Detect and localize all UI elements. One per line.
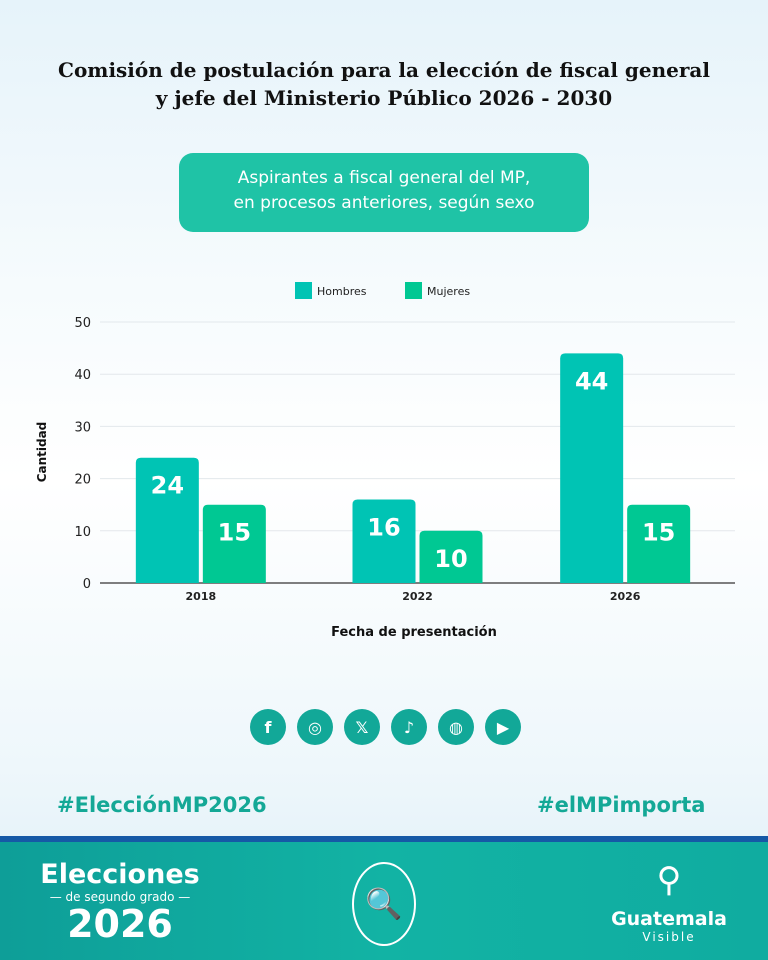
bar-hombres-2022 [352,499,416,583]
bar-value-label: 24 [151,472,184,500]
legend-label-hombres: Hombres [317,285,367,298]
title-line-2: y jefe del Ministerio Público 2026 - 203… [155,86,613,110]
y-tick-label: 50 [74,316,91,331]
bar-value-label: 15 [642,519,675,547]
page-title: Comisión de postulación para la elección… [0,56,768,112]
bar-hombres-2018 [135,457,199,583]
title-line-1: Comisión de postulación para la elección… [58,58,710,82]
bar-value-label: 16 [367,513,400,541]
x-icon[interactable]: 𝕏 [344,709,380,745]
footer: Elecciones — de segundo grado — 2026 🔍 ⚲… [0,836,768,960]
hashtag-left: #ElecciónMP2026 [57,793,267,817]
bar-value-label: 15 [218,519,251,547]
instagram-icon[interactable]: ◎ [297,709,333,745]
bar-value-label: 44 [575,367,608,395]
y-tick-label: 10 [74,525,91,540]
logo-elecciones: Elecciones [40,859,200,890]
legend-swatch-hombres [295,282,312,299]
elecciones-logo: Elecciones — de segundo grado — 2026 [40,859,200,946]
y-axis-label: Cantidad [35,422,49,483]
bar-mujeres-2022 [419,530,483,583]
bar-mujeres-2026 [627,504,691,583]
legend-label-mujeres: Mujeres [427,285,470,298]
legend-swatch-mujeres [405,282,422,299]
logo-year: 2026 [67,902,173,946]
globe-icon[interactable]: ◍ [438,709,474,745]
y-tick-label: 30 [74,420,91,435]
bar-chart: 0 10 20 30 40 50 2018 24 15 2022 16 10 2026 44 15 Hombr… [35,282,735,640]
y-tick-label: 0 [83,577,91,592]
bar-hombres-2026 [560,353,624,583]
facebook-icon[interactable]: f [250,709,286,745]
x-tick-label: 2022 [402,590,433,603]
subtitle-line-1: Aspirantes a fiscal general del MP, [237,168,531,188]
bar-value-label: 10 [434,545,467,573]
hashtag-right: #elMPimporta [537,793,706,817]
x-tick-label: 2026 [610,590,641,603]
logo-segundo-grado: — de segundo grado — [49,890,191,904]
subtitle-line-2: en procesos anteriores, según sexo [233,193,535,213]
guatemala-visible-logo: ⚲ Guatemala Visible [606,852,732,944]
x-axis-label: Fecha de presentación [331,625,497,640]
y-tick-label: 40 [74,368,91,383]
youtube-icon[interactable]: ▶ [485,709,521,745]
brand-sub: Visible [642,930,696,944]
guatemala-map-icon: ⚲ [656,860,682,900]
brand-name: Guatemala [611,908,727,930]
social-links: f ◎ 𝕏 ♪ ◍ ▶ [250,709,521,745]
tiktok-icon[interactable]: ♪ [391,709,427,745]
bar-mujeres-2018 [202,504,266,583]
y-tick-label: 20 [74,473,91,488]
x-tick-label: 2018 [186,590,217,603]
chart-subtitle-box: Aspirantes a fiscal general del MP, en p… [179,153,589,232]
document-search-icon: 🔍 [352,862,416,946]
